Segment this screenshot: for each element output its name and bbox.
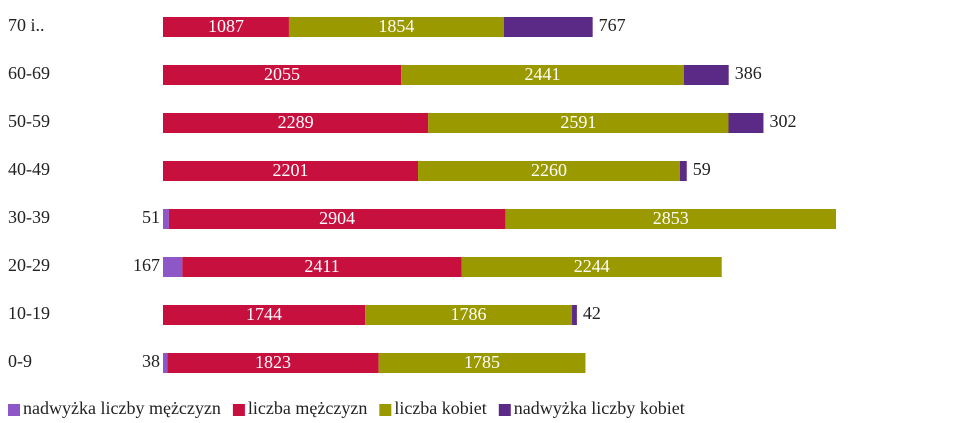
legend-swatch bbox=[8, 404, 20, 416]
value-label: 1785 bbox=[464, 352, 500, 372]
category-label: 60-69 bbox=[8, 63, 50, 83]
bar-segment bbox=[163, 161, 419, 181]
legend-label: nadwyżka liczby mężczyzn bbox=[23, 398, 221, 418]
bar-segment bbox=[167, 353, 379, 373]
legend-swatch bbox=[498, 404, 511, 416]
value-label: 1854 bbox=[378, 16, 414, 36]
value-label: 2055 bbox=[264, 64, 300, 84]
legend-label: liczba kobiet bbox=[394, 398, 486, 418]
bar-segment bbox=[163, 257, 183, 277]
bar-segment bbox=[288, 17, 504, 37]
bar-segment bbox=[728, 113, 764, 133]
value-label: 2853 bbox=[653, 208, 689, 228]
bar-segment bbox=[182, 257, 462, 277]
category-label: 40-49 bbox=[8, 159, 50, 179]
category-label: 50-59 bbox=[8, 111, 50, 131]
category-label: 20-29 bbox=[8, 255, 50, 275]
legend-label: nadwyżka liczby kobiet bbox=[514, 398, 685, 418]
bar-segment bbox=[163, 65, 402, 85]
value-label: 302 bbox=[769, 111, 796, 131]
category-label: 30-39 bbox=[8, 207, 50, 227]
value-label: 2591 bbox=[560, 112, 596, 132]
legend-swatch bbox=[379, 404, 392, 416]
value-label: 2289 bbox=[278, 112, 314, 132]
legend-swatch bbox=[232, 404, 245, 416]
bar-segment bbox=[461, 257, 722, 277]
bar-segment bbox=[505, 209, 836, 229]
bar-segment bbox=[163, 305, 366, 325]
value-label: 38 bbox=[142, 351, 160, 371]
bar-segment bbox=[679, 161, 687, 181]
value-label: 386 bbox=[735, 63, 762, 83]
category-label: 70 i.. bbox=[8, 15, 45, 35]
bar-segment bbox=[168, 209, 506, 229]
bar-segment bbox=[365, 305, 573, 325]
value-label: 167 bbox=[133, 255, 160, 275]
value-label: 2244 bbox=[574, 256, 610, 276]
value-label: 1087 bbox=[208, 16, 244, 36]
bar-segment bbox=[428, 113, 729, 133]
value-label: 767 bbox=[599, 15, 626, 35]
value-label: 42 bbox=[583, 303, 601, 323]
value-label: 2411 bbox=[304, 256, 339, 276]
value-label: 2904 bbox=[319, 208, 355, 228]
category-label: 0-9 bbox=[8, 351, 32, 371]
value-label: 1823 bbox=[255, 352, 291, 372]
legend-label: liczba mężczyzn bbox=[248, 398, 367, 418]
value-label: 2201 bbox=[273, 160, 309, 180]
value-label: 2260 bbox=[531, 160, 567, 180]
bar-segment bbox=[163, 353, 168, 373]
bar-segment bbox=[163, 113, 429, 133]
bar-segment bbox=[163, 17, 289, 37]
bar-segment bbox=[418, 161, 680, 181]
bar-segment bbox=[503, 17, 593, 37]
bar-segment bbox=[163, 209, 169, 229]
value-label: 1744 bbox=[246, 304, 282, 324]
category-label: 10-19 bbox=[8, 303, 50, 323]
value-label: 2441 bbox=[525, 64, 561, 84]
bar-segment bbox=[378, 353, 586, 373]
value-label: 51 bbox=[142, 207, 160, 227]
bar-segment bbox=[401, 65, 684, 85]
value-label: 1786 bbox=[451, 304, 487, 324]
value-label: 59 bbox=[693, 159, 711, 179]
bar-segment bbox=[683, 65, 729, 85]
bar-segment bbox=[572, 305, 577, 325]
